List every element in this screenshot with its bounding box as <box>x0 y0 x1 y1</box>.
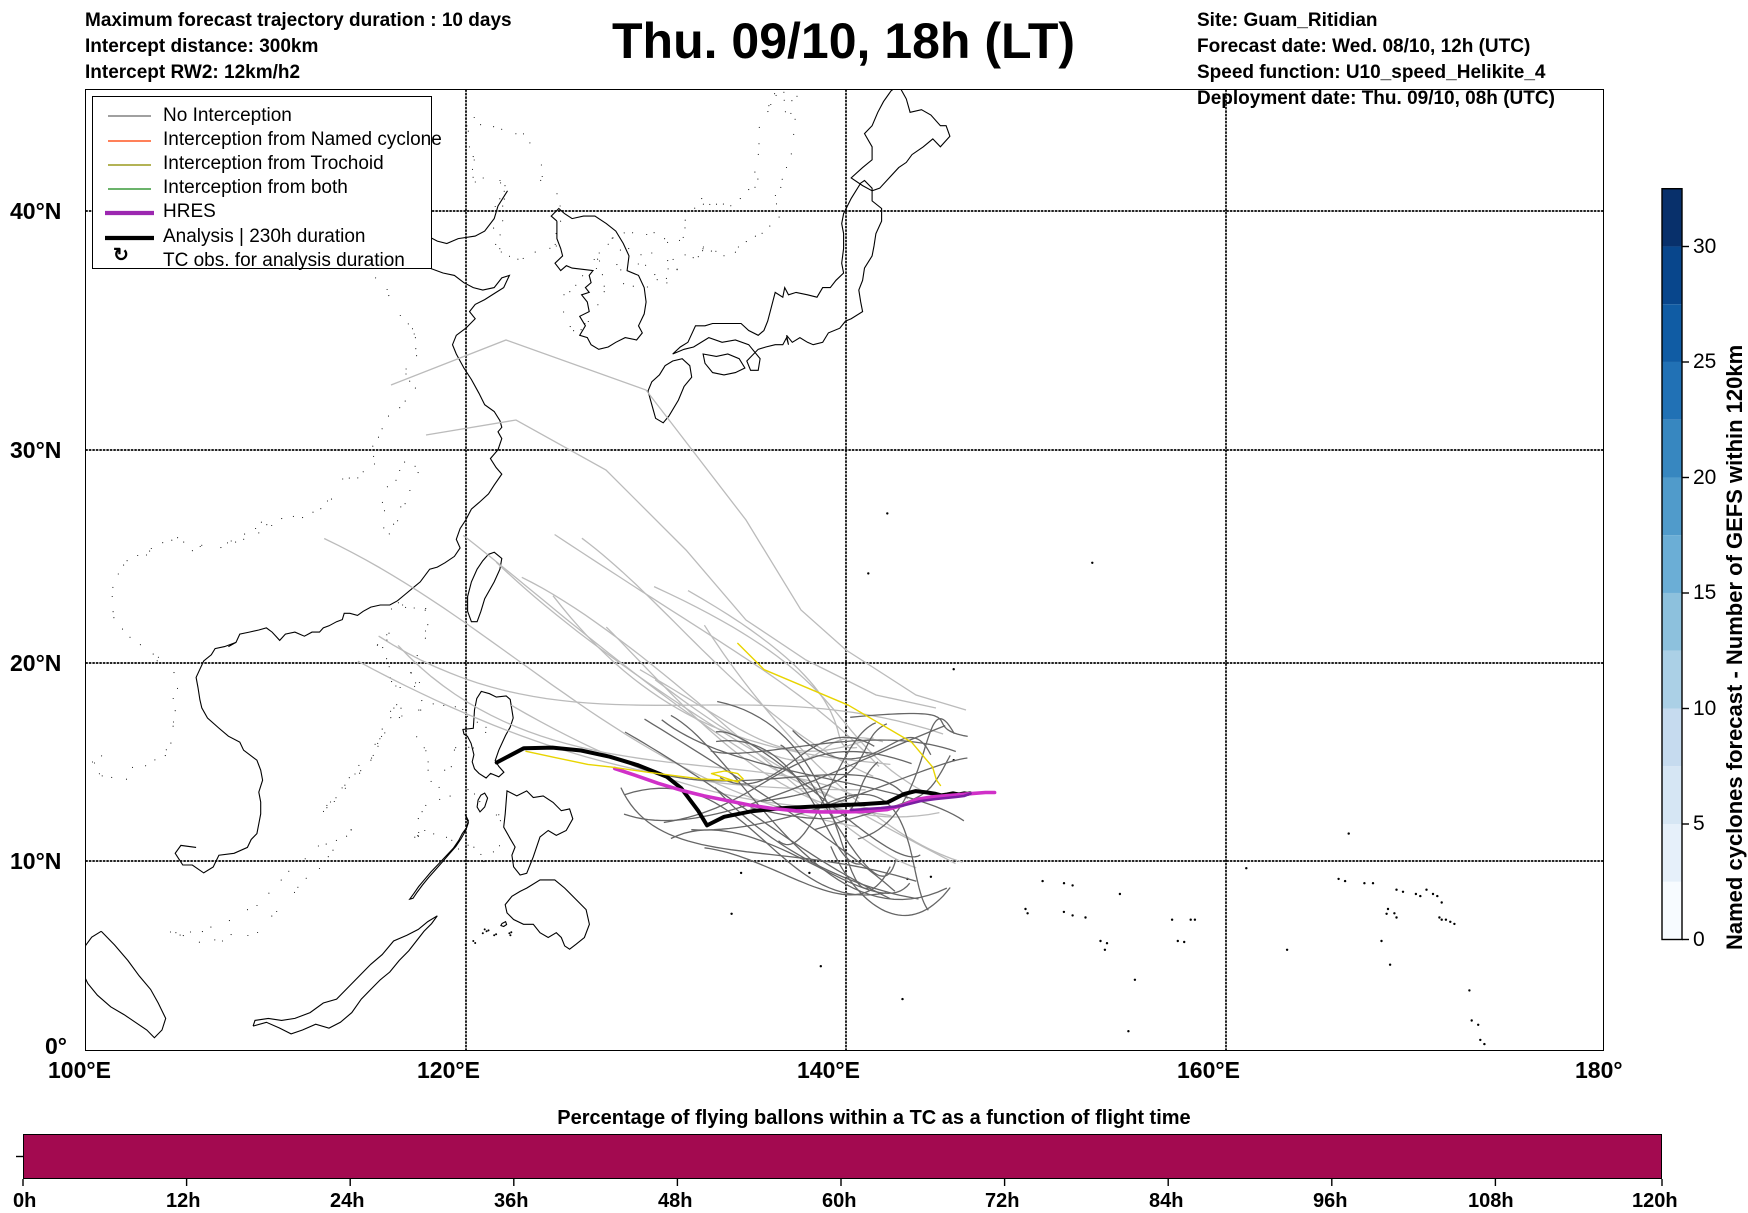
svg-text:↻: ↻ <box>113 245 129 266</box>
